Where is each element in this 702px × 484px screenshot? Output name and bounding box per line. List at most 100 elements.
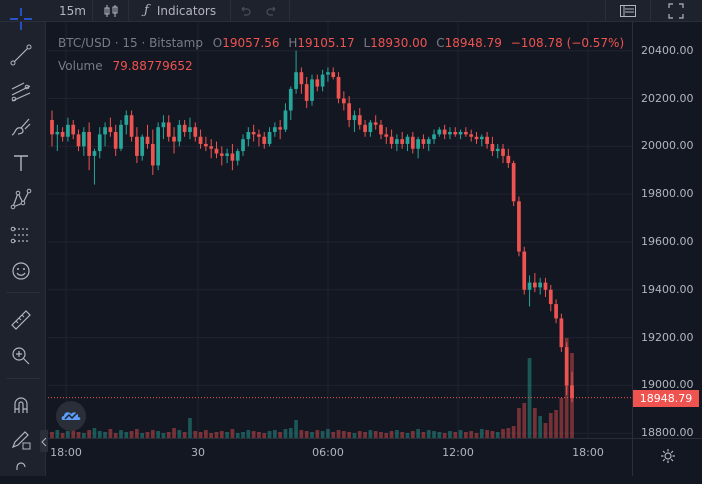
candle-body (543, 282, 548, 290)
time-tick-label: 18:00 (50, 446, 82, 459)
candle-body (262, 136, 267, 144)
fullscreen-button[interactable] (668, 0, 684, 21)
time-tick-label: 18:00 (572, 446, 604, 459)
candle-body (453, 131, 458, 135)
undo-button[interactable] (239, 0, 251, 21)
volume-bar (230, 429, 235, 438)
pattern-tool[interactable] (8, 186, 34, 212)
volume-bar (389, 431, 394, 438)
volume-bar (81, 433, 86, 438)
candle-body (357, 115, 362, 125)
candle-body (570, 385, 574, 398)
volume-bar (294, 420, 298, 438)
layout-button[interactable] (620, 0, 636, 21)
forecast-tool[interactable] (8, 222, 34, 248)
drawing-mode-tool[interactable] (8, 427, 34, 453)
candle-body (564, 347, 569, 386)
volume-bar (347, 432, 351, 438)
candle-body (241, 139, 245, 152)
trend-line-tool[interactable] (8, 42, 34, 68)
candle-body (405, 136, 410, 144)
tradingview-logo[interactable] (56, 401, 86, 431)
collapse-toolbar-button[interactable] (40, 430, 48, 452)
volume-bar (278, 432, 283, 438)
text-tool[interactable] (8, 150, 34, 176)
candle-body (389, 136, 394, 144)
fib-tool[interactable] (8, 79, 34, 105)
indicators-button[interactable]: ƒ Indicators (144, 0, 216, 21)
volume-bar (522, 403, 527, 438)
candle-body (92, 151, 97, 156)
lock-tool[interactable] (8, 458, 34, 484)
volume-bar (426, 430, 431, 438)
candle-body (150, 143, 155, 166)
price-tick-label: 19400.00 (641, 282, 694, 296)
volume-bar (66, 431, 70, 438)
volume-bar (219, 431, 224, 438)
time-scale[interactable]: 18:00 30 06:00 12:00 18:00 (48, 438, 632, 476)
volume-bar (198, 432, 203, 438)
candle-body (50, 120, 54, 135)
candle-body (336, 76, 341, 99)
volume-bar (108, 429, 113, 438)
candle-body (363, 124, 367, 132)
price-tick-label: 20200.00 (641, 91, 694, 105)
volume-bar (490, 431, 495, 438)
magnet-tool[interactable] (8, 392, 34, 418)
candle-body (103, 127, 107, 135)
candle-body (464, 131, 468, 135)
chart-style-button[interactable] (104, 0, 118, 21)
volume-bar (193, 431, 198, 438)
brush-icon (10, 116, 32, 138)
zoom-tool[interactable] (8, 343, 34, 369)
volume-bar (246, 430, 251, 438)
volume-bar (506, 428, 511, 438)
candle-body (288, 88, 293, 111)
candle-body (474, 136, 479, 140)
close-label: C (436, 36, 445, 50)
volume-bar (474, 433, 479, 438)
volume-bar (119, 430, 123, 438)
price-tick-label: 19600.00 (641, 234, 694, 248)
candle-body (135, 136, 139, 156)
candle-body (527, 282, 532, 290)
candle-body (235, 151, 240, 161)
candle-body (469, 134, 474, 137)
volume-bar (331, 432, 336, 438)
volume-bar (548, 413, 553, 438)
candle-body (347, 103, 351, 121)
candle-body (81, 131, 86, 147)
interval-button[interactable]: 15m (59, 0, 86, 21)
volume-bar (299, 430, 304, 438)
candle-body (219, 153, 224, 156)
price-chart[interactable] (48, 22, 632, 438)
volume-bar (448, 431, 452, 438)
brush-tool[interactable] (8, 114, 34, 140)
candle-body (341, 98, 346, 104)
redo-icon (266, 5, 278, 17)
price-scale[interactable]: 20400.00 20200.00 20000.00 19800.00 19600.00… (632, 22, 702, 439)
candle-body (177, 124, 182, 142)
candle-body (458, 131, 463, 135)
volume-bar (458, 430, 463, 438)
icons-tool[interactable] (8, 258, 34, 284)
chart-pane[interactable]: BTC/USD · 15 · Bitstamp O19057.56 H19105… (48, 22, 632, 438)
volume-bar (251, 431, 256, 438)
candle-body (448, 131, 452, 135)
candle-body (273, 127, 277, 132)
volume-bar (135, 429, 139, 438)
toolbar-divider (605, 0, 606, 21)
time-tick-label: 12:00 (442, 446, 474, 459)
chart-settings-button[interactable] (632, 438, 702, 476)
volume-bar (384, 433, 389, 438)
volume-bar (124, 432, 129, 438)
measure-tool[interactable] (8, 307, 34, 333)
redo-button[interactable] (266, 0, 278, 21)
crosshair-tool[interactable] (8, 6, 34, 32)
volume-bar (511, 426, 516, 438)
candle-body (400, 139, 405, 144)
candle-body (501, 148, 505, 156)
volume-bar (172, 428, 176, 438)
candle-body (246, 131, 251, 140)
volume-bar (363, 432, 367, 438)
